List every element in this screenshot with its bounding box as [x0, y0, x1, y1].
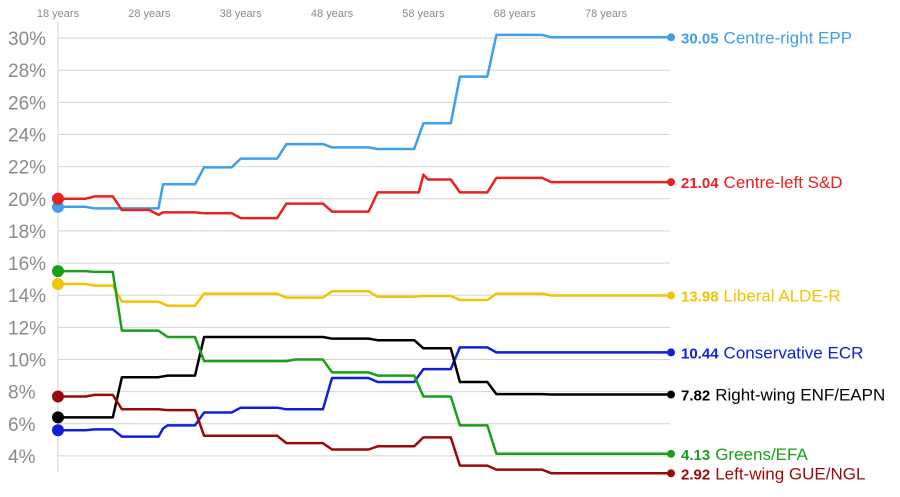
series-name: Conservative ECR [724, 343, 864, 362]
series-line-left-wing-gue-ngl [58, 393, 670, 475]
y-tick-label: 6% [8, 415, 36, 436]
y-tick-label: 16% [8, 254, 46, 275]
series-end-label-conservative-ecr: 10.44 Conservative ECR [681, 343, 863, 362]
y-tick-label: 14% [8, 286, 46, 307]
series-start-marker-centre-left-s-d [52, 192, 64, 205]
x-tick-label: 58 years [402, 8, 445, 20]
y-tick-label: 22% [8, 158, 46, 179]
series-start-marker-left-wing-gue-ngl [52, 390, 64, 403]
series-name: Right-wing ENF/EAPN [715, 386, 885, 405]
series-line-centre-left-s-d [58, 173, 670, 220]
y-tick-label: 18% [8, 222, 46, 243]
series-line-greens-efa [58, 269, 670, 456]
series-end-labels: 30.05 Centre-right EPP 21.04 Centre-left S&… [667, 28, 885, 483]
series-name: Centre-left S&D [724, 173, 843, 192]
y-tick-label: 10% [8, 351, 46, 372]
series-name: Centre-right EPP [724, 28, 853, 47]
series-name: Left-wing GUE/NGL [715, 464, 865, 483]
y-tick-label: 26% [8, 93, 46, 114]
y-tick-label: 24% [8, 126, 46, 147]
y-tick-label: 30% [8, 29, 46, 50]
gridlines [57, 22, 670, 472]
series-end-label-liberal-alde-r: 13.98 Liberal ALDE-R [681, 287, 841, 306]
series-line-liberal-alde-r [58, 282, 670, 307]
series-end-marker-left-wing-gue-ngl [667, 469, 675, 478]
y-tick-label: 28% [8, 61, 46, 82]
series-start-marker-right-wing-enf-eapn [52, 411, 64, 424]
series-end-label-greens-efa: 4.13 Greens/EFA [681, 445, 808, 464]
series-end-label-centre-right-epp: 30.05 Centre-right EPP [681, 28, 852, 47]
series-start-marker-conservative-ecr [52, 424, 64, 437]
series-start-marker-greens-efa [52, 265, 64, 278]
y-tick-label: 8% [8, 383, 36, 404]
series-end-marker-centre-left-s-d [667, 178, 675, 187]
x-tick-label: 48 years [311, 8, 354, 20]
y-tick-label: 12% [8, 318, 46, 339]
series-lines [52, 33, 670, 475]
x-tick-label: 78 years [585, 8, 628, 20]
y-tick-label: 20% [8, 190, 46, 211]
series-start-marker-liberal-alde-r [52, 277, 64, 290]
series-end-label-centre-left-s-d: 21.04 Centre-left S&D [681, 173, 843, 192]
series-end-marker-right-wing-enf-eapn [667, 390, 675, 399]
series-line-right-wing-enf-eapn [58, 335, 670, 419]
series-end-label-right-wing-enf-eapn: 7.82 Right-wing ENF/EAPN [681, 386, 885, 405]
series-end-marker-conservative-ecr [667, 348, 675, 357]
series-name: Greens/EFA [715, 445, 808, 464]
y-tick-label: 4% [8, 447, 36, 468]
x-tick-label: 28 years [128, 8, 171, 20]
series-line-conservative-ecr [58, 346, 670, 438]
axes: 4% 6% 8% 10% 12% 14% 16% 18% 20% 22% 24% 26% 28% 30% 1… [8, 8, 628, 468]
x-tick-label: 38 years [220, 8, 263, 20]
x-tick-label: 18 years [37, 8, 80, 20]
series-end-marker-liberal-alde-r [667, 291, 675, 300]
series-line-centre-right-epp [58, 33, 670, 210]
series-end-value: 10.44 [681, 345, 719, 362]
x-tick-label: 68 years [494, 8, 537, 20]
series-end-marker-centre-right-epp [667, 33, 675, 42]
series-end-marker-greens-efa [667, 449, 675, 458]
series-end-value: 4.13 [681, 447, 710, 464]
series-end-value: 7.82 [681, 388, 710, 405]
series-end-value: 21.04 [681, 175, 719, 192]
series-end-value: 30.05 [681, 30, 719, 47]
series-end-label-left-wing-gue-ngl: 2.92 Left-wing GUE/NGL [681, 464, 865, 483]
series-end-value: 2.92 [681, 466, 710, 483]
series-end-value: 13.98 [681, 289, 719, 306]
series-name: Liberal ALDE-R [724, 287, 841, 306]
